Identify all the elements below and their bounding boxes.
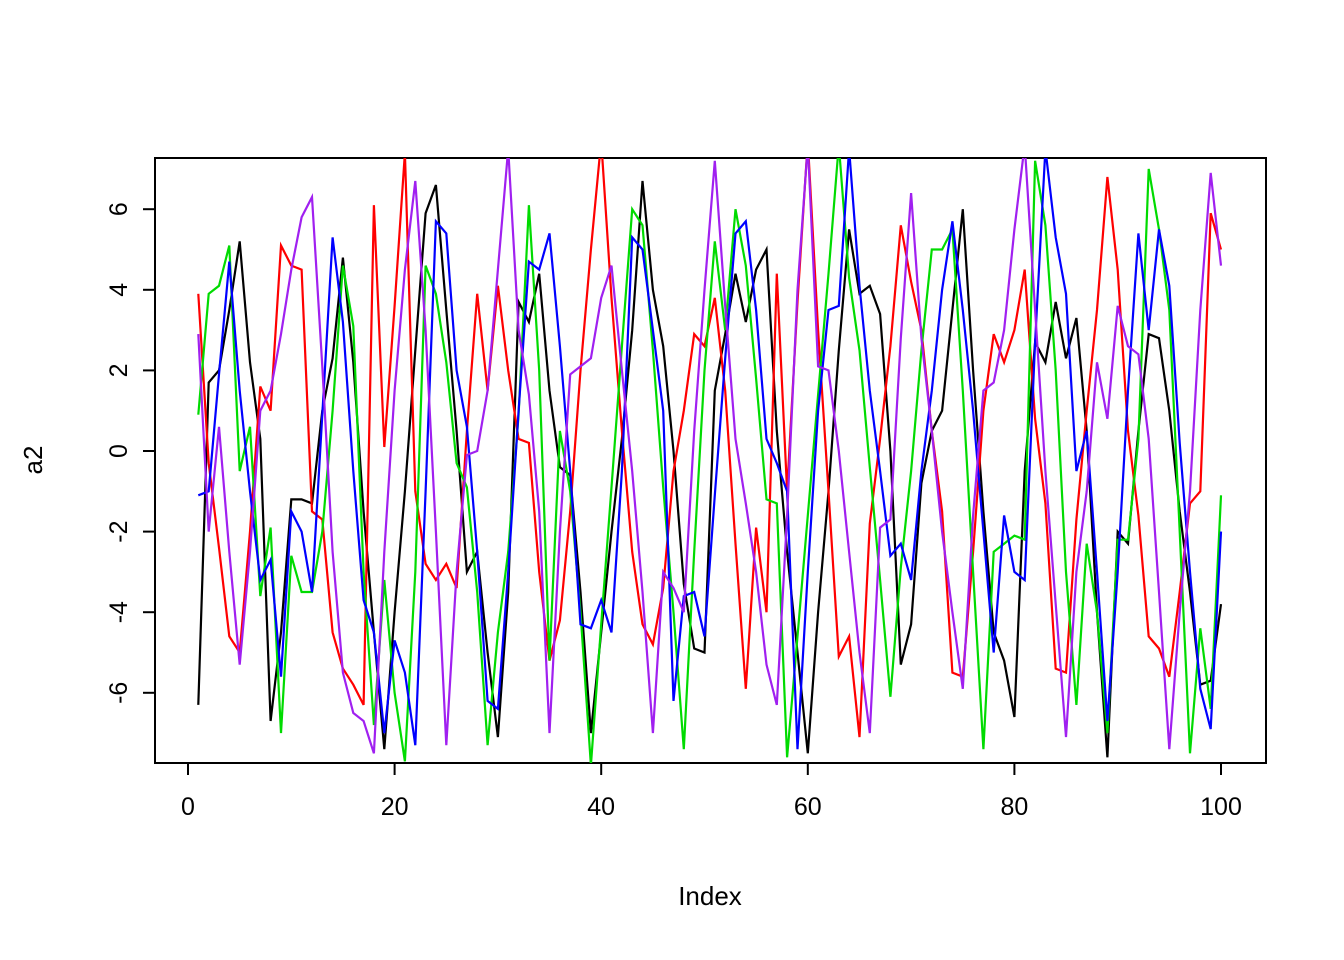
x-tick-label: 20 — [381, 793, 409, 821]
series-red-line — [197, 158, 1223, 738]
y-tick-label: -6 — [105, 682, 133, 704]
x-axis-label: Index — [678, 881, 742, 911]
x-axis-ticks: 0 20 40 60 80 100 — [181, 763, 1242, 821]
series-lines — [197, 158, 1223, 763]
series-green-line — [197, 158, 1223, 763]
y-tick-label: -4 — [105, 601, 133, 623]
y-tick-label: -2 — [105, 520, 133, 542]
y-tick-label: 6 — [105, 202, 133, 216]
x-tick-label: 80 — [1000, 793, 1028, 821]
plot-box — [154, 157, 1267, 764]
y-tick-label: 4 — [105, 283, 133, 297]
y-axis-ticks: -6 -4 -2 0 2 4 6 — [105, 202, 155, 704]
y-axis-label: a2 — [18, 446, 48, 475]
series-purple-line — [197, 158, 1223, 754]
series-black-line — [197, 180, 1223, 758]
y-tick-label: 2 — [105, 363, 133, 377]
x-tick-label: 0 — [181, 793, 195, 821]
series-blue-line — [197, 158, 1223, 750]
y-tick-label: 0 — [105, 444, 133, 458]
x-tick-label: 40 — [587, 793, 615, 821]
x-tick-label: 60 — [794, 793, 822, 821]
x-tick-label: 100 — [1200, 793, 1242, 821]
